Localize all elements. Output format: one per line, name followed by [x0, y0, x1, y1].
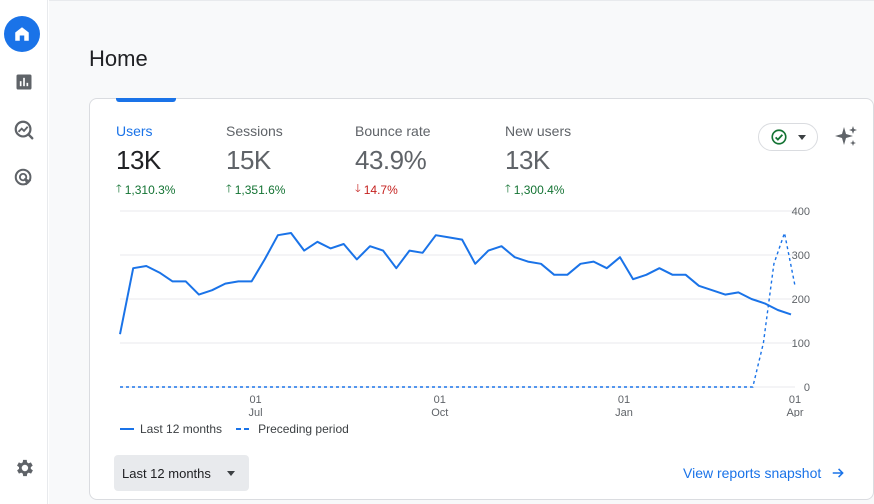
metric-tab-new-users[interactable]: New users 13K 🡑 1,300.4% [505, 123, 571, 199]
metric-value: 43.9% [355, 145, 427, 175]
data-quality-dropdown[interactable] [758, 123, 818, 151]
sparkle-icon[interactable] [834, 125, 858, 149]
legend-swatch-dashed [236, 428, 253, 430]
metric-value: 15K [226, 145, 271, 175]
date-range-label: Last 12 months [122, 465, 211, 481]
metric-label: Users [116, 123, 153, 139]
y-tick-label: 300 [792, 250, 810, 262]
metric-change: 🡑 1,300.4% [505, 180, 571, 199]
view-reports-snapshot-link[interactable]: View reports snapshot [683, 465, 845, 481]
home-icon [15, 27, 29, 41]
nav-home-button[interactable] [4, 16, 40, 52]
metric-change: 🡑 1,351.6% [226, 180, 285, 199]
series-line-last-12-months [119, 232, 792, 335]
metric-value: 13K [116, 145, 161, 175]
metric-label: Bounce rate [355, 123, 431, 139]
arrow-up-icon: 🡑 [226, 183, 232, 195]
x-tick-day-label: 01 [434, 394, 446, 406]
date-range-dropdown[interactable]: Last 12 months [114, 455, 249, 491]
nav-advertising-button[interactable] [4, 158, 44, 198]
x-tick-month-label: Jan [615, 407, 633, 417]
metric-tab-sessions[interactable]: Sessions 15K 🡑 1,351.6% [226, 123, 285, 199]
legend-label: Last 12 months [140, 422, 223, 436]
check-circle-icon [771, 129, 787, 145]
y-tick-label: 400 [792, 206, 810, 218]
chevron-down-icon [226, 470, 235, 476]
metric-tab-bounce-rate[interactable]: Bounce rate 43.9% 🡓 14.7% [355, 123, 431, 199]
legend-item-preceding: Preceding period [236, 422, 349, 436]
metric-value: 13K [505, 145, 550, 175]
metric-change-value: 14.7% [363, 182, 398, 197]
legend-label: Preceding period [258, 422, 349, 436]
x-tick-day-label: 01 [789, 394, 801, 406]
nav-explore-button[interactable] [4, 110, 44, 150]
y-tick-label: 100 [792, 338, 810, 350]
chevron-down-icon [798, 134, 806, 140]
advertising-icon [14, 168, 32, 186]
main-content: Home Users 13K 🡑 1,310.3% Sessions 15K 🡑… [49, 0, 874, 504]
arrow-down-icon: 🡓 [355, 183, 361, 195]
bar-chart-icon [16, 74, 32, 90]
top-divider [49, 0, 874, 1]
metric-tab-users[interactable]: Users 13K 🡑 1,310.3% [116, 123, 175, 199]
explore-icon [14, 120, 34, 140]
metric-change: 🡓 14.7% [355, 180, 431, 199]
metric-label: Sessions [226, 123, 283, 139]
active-tab-indicator [116, 98, 176, 102]
legend-swatch-solid [120, 428, 134, 430]
y-tick-label: 0 [804, 382, 810, 394]
metric-change-value: 1,310.3% [124, 182, 176, 197]
series-line-preceding-period [120, 230, 796, 388]
legend-item-current: Last 12 months [120, 422, 222, 436]
x-tick-month-label: Apr [786, 407, 803, 417]
arrow-up-icon: 🡑 [116, 183, 122, 195]
arrow-up-icon: 🡑 [505, 183, 511, 195]
nav-admin-button[interactable] [4, 448, 44, 488]
metric-label: New users [505, 123, 572, 139]
x-tick-month-label: Oct [431, 407, 448, 417]
metric-change-value: 1,300.4% [513, 182, 565, 197]
metric-change-value: 1,351.6% [234, 182, 286, 197]
snapshot-link-label: View reports snapshot [683, 465, 822, 481]
nav-rail [0, 0, 48, 504]
gear-icon [17, 459, 33, 477]
arrow-right-icon [833, 468, 845, 478]
x-tick-month-label: Jul [249, 407, 263, 417]
chart-legend: Last 12 months Preceding period [120, 422, 349, 436]
metric-change: 🡑 1,310.3% [116, 180, 175, 199]
x-tick-day-label: 01 [618, 394, 630, 406]
page-title: Home [89, 46, 148, 71]
nav-reports-button[interactable] [4, 62, 44, 102]
x-tick-day-label: 01 [249, 394, 261, 406]
y-tick-label: 200 [792, 294, 810, 306]
overview-card: Users 13K 🡑 1,310.3% Sessions 15K 🡑 1,35… [89, 98, 874, 500]
